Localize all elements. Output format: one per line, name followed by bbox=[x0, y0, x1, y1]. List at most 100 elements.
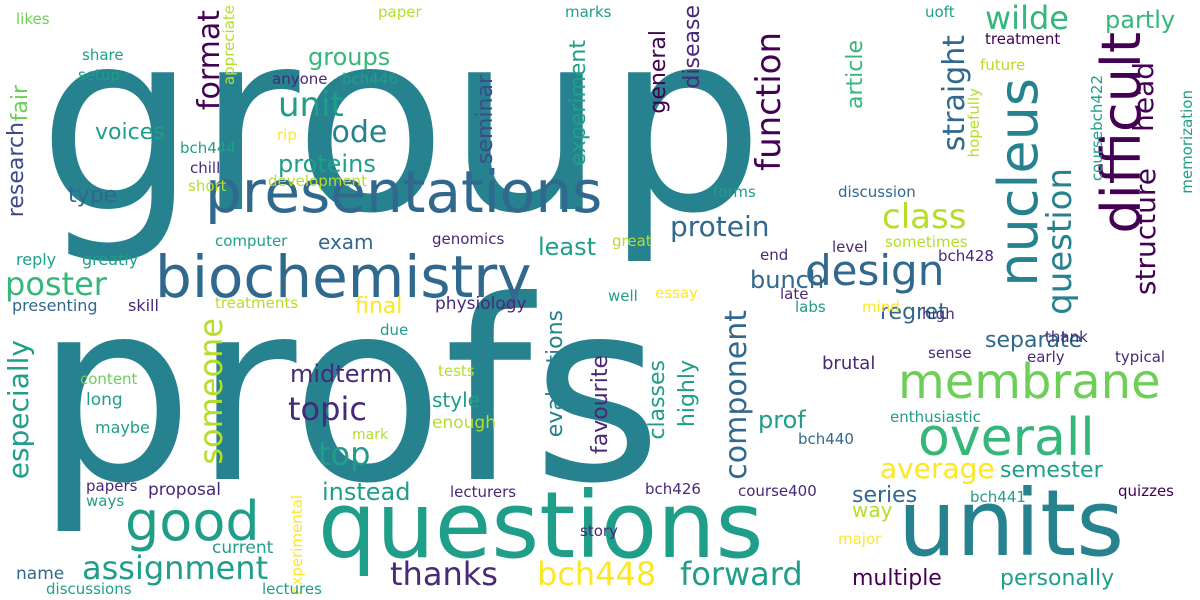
cloud-word-top: top bbox=[318, 435, 371, 473]
cloud-word-profs: profs bbox=[35, 247, 663, 538]
cloud-word-marks: marks bbox=[565, 3, 612, 21]
cloud-word-tests: tests bbox=[438, 362, 475, 380]
cloud-word-appreciate: appreciate bbox=[220, 5, 238, 86]
cloud-word-mind: mind bbox=[862, 298, 900, 316]
cloud-word-exam: exam bbox=[318, 230, 374, 254]
cloud-word-article: article bbox=[843, 40, 868, 110]
cloud-word-experiment: experiment bbox=[566, 40, 591, 167]
cloud-word-head: head bbox=[1127, 62, 1160, 132]
cloud-word-poster: poster bbox=[5, 265, 107, 303]
cloud-word-anyone: anyone bbox=[272, 70, 328, 88]
cloud-word-physiology: physiology bbox=[435, 294, 527, 314]
cloud-word-presentations: presentations bbox=[205, 158, 603, 226]
cloud-word-classes: classes bbox=[645, 360, 670, 440]
cloud-word-enthusiastic: enthusiastic bbox=[890, 408, 981, 426]
cloud-word-bch448: bch448 bbox=[537, 555, 657, 593]
cloud-word-favourite: favourite bbox=[588, 355, 613, 454]
cloud-word-setup: setup bbox=[78, 66, 120, 84]
cloud-word-bch444: bch444 bbox=[180, 139, 236, 157]
cloud-word-way: way bbox=[852, 498, 893, 522]
cloud-word-late: late bbox=[780, 285, 809, 303]
cloud-word-voices: voices bbox=[95, 120, 165, 145]
cloud-word-level: level bbox=[832, 238, 868, 256]
cloud-word-typical: typical bbox=[1115, 348, 1166, 366]
cloud-word-nucleus: nucleus bbox=[987, 78, 1050, 287]
cloud-word-content: content bbox=[80, 370, 138, 388]
cloud-word-discussion: discussion bbox=[838, 183, 916, 201]
cloud-word-seminar: seminar bbox=[473, 75, 498, 165]
cloud-word-bch428: bch428 bbox=[938, 247, 994, 265]
cloud-word-greatly: greatly bbox=[82, 250, 139, 269]
cloud-word-major: major bbox=[838, 530, 882, 548]
cloud-word-units: units bbox=[898, 470, 1125, 577]
cloud-word-least: least bbox=[538, 233, 597, 261]
cloud-word-hopefully: hopefully bbox=[965, 88, 983, 158]
cloud-word-someone: someone bbox=[192, 318, 230, 465]
cloud-word-structure: structure bbox=[1129, 168, 1162, 296]
cloud-word-bch441: bch441 bbox=[970, 488, 1026, 506]
cloud-word-genomics: genomics bbox=[432, 230, 505, 248]
cloud-word-group: group bbox=[38, 0, 765, 268]
cloud-word-development: development bbox=[268, 172, 367, 190]
cloud-word-paper: paper bbox=[378, 3, 422, 21]
cloud-word-multiple: multiple bbox=[852, 566, 942, 591]
cloud-word-fair: fair bbox=[8, 85, 33, 122]
cloud-word-final: final bbox=[355, 294, 403, 319]
cloud-word-treatment: treatment bbox=[985, 30, 1061, 48]
cloud-word-maybe: maybe bbox=[95, 418, 150, 437]
cloud-word-papers: papers bbox=[86, 477, 138, 495]
cloud-word-labs: labs bbox=[795, 298, 826, 316]
cloud-word-good: good bbox=[125, 490, 260, 553]
cloud-word-uoft: uoft bbox=[925, 3, 955, 21]
cloud-word-design: design bbox=[805, 246, 945, 295]
cloud-word-treatments: treatments bbox=[215, 294, 299, 312]
cloud-word-sometimes: sometimes bbox=[885, 233, 968, 251]
cloud-word-personally: personally bbox=[1000, 566, 1115, 591]
cloud-word-presenting: presenting bbox=[12, 296, 98, 315]
cloud-word-short: short bbox=[188, 177, 227, 195]
cloud-word-end: end bbox=[760, 246, 789, 264]
cloud-word-bch440: bch440 bbox=[798, 430, 854, 448]
cloud-word-type: type bbox=[68, 183, 118, 208]
cloud-word-likes: likes bbox=[16, 10, 50, 28]
cloud-word-proteins: proteins bbox=[278, 150, 376, 178]
cloud-word-ways: ways bbox=[86, 492, 125, 510]
cloud-word-partly: partly bbox=[1105, 6, 1176, 34]
cloud-word-code: code bbox=[315, 115, 388, 150]
cloud-word-wilde: wilde bbox=[985, 0, 1069, 37]
cloud-word-style: style bbox=[432, 388, 480, 412]
cloud-word-enough: enough bbox=[432, 413, 496, 433]
cloud-word-protein: protein bbox=[670, 210, 770, 243]
cloud-word-course400: course400 bbox=[738, 482, 817, 500]
cloud-word-question: question bbox=[1040, 168, 1080, 315]
cloud-word-proposal: proposal bbox=[148, 480, 221, 500]
cloud-word-thank: thank bbox=[1045, 328, 1088, 346]
cloud-word-computer: computer bbox=[215, 232, 288, 250]
cloud-word-instead: instead bbox=[322, 478, 411, 506]
cloud-word-lecturers: lecturers bbox=[450, 483, 517, 501]
cloud-word-separate: separate bbox=[985, 328, 1083, 353]
cloud-word-brutal: brutal bbox=[822, 353, 876, 374]
cloud-word-class: class bbox=[882, 197, 967, 237]
cloud-word-regret: regret bbox=[880, 300, 947, 325]
cloud-word-average: average bbox=[880, 452, 995, 485]
cloud-word-biochemistry: biochemistry bbox=[155, 243, 532, 311]
cloud-word-great: great bbox=[612, 232, 652, 250]
cloud-word-memorization: memorization bbox=[1178, 90, 1196, 194]
cloud-word-topic: topic bbox=[288, 390, 367, 428]
cloud-word-highly: highly bbox=[675, 360, 700, 428]
cloud-word-component: component bbox=[719, 310, 754, 480]
cloud-word-function: function bbox=[749, 32, 789, 171]
cloud-word-unit: unit bbox=[278, 85, 344, 125]
cloud-word-bch446: bch446 bbox=[342, 70, 398, 88]
cloud-word-sense: sense bbox=[928, 344, 972, 362]
cloud-word-well: well bbox=[608, 287, 638, 305]
cloud-word-general: general bbox=[646, 30, 671, 114]
cloud-word-midterm: midterm bbox=[290, 360, 393, 388]
cloud-word-rip: rip bbox=[277, 126, 297, 144]
cloud-word-mark: mark bbox=[352, 427, 389, 443]
cloud-word-chill: chill bbox=[190, 159, 221, 177]
cloud-word-membrane: membrane bbox=[898, 354, 1161, 410]
cloud-word-skill: skill bbox=[128, 296, 159, 315]
